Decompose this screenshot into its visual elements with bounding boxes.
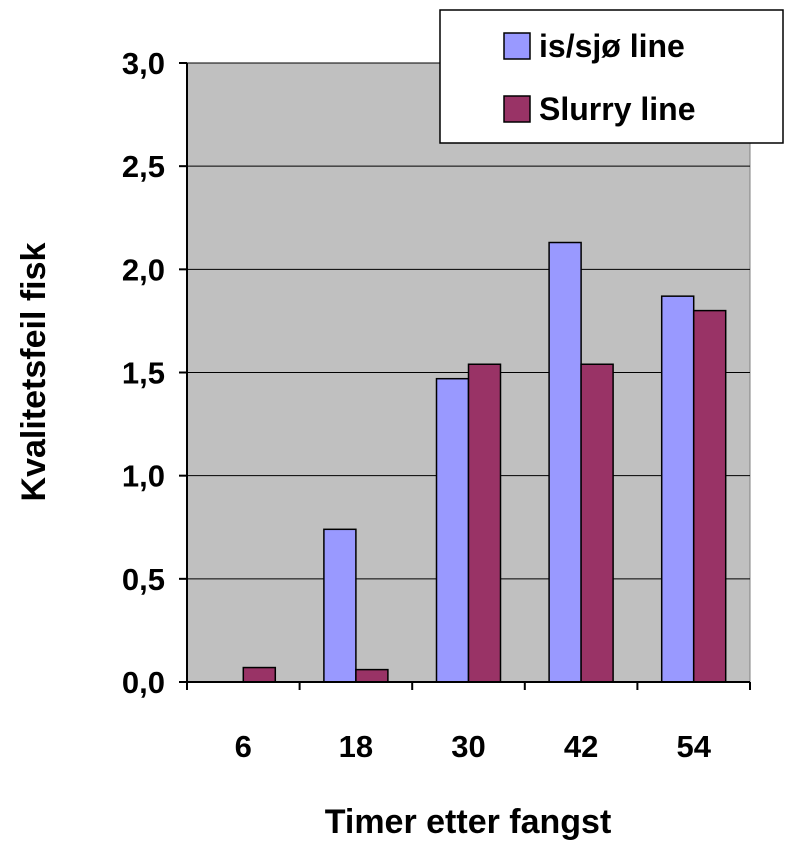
x-tick-label: 18 (339, 729, 373, 764)
x-tick-label: 6 (235, 729, 252, 764)
y-tick-label: 3,0 (122, 46, 165, 81)
bars (242, 241, 727, 683)
bar-slurry-18 (355, 668, 389, 683)
x-tick-labels: 6 18 30 42 54 (186, 682, 751, 764)
y-tick-label: 2,5 (122, 149, 165, 184)
x-tick-label: 42 (564, 729, 598, 764)
y-tick-label: 0,5 (122, 562, 165, 597)
bar-slurry-30 (467, 363, 502, 683)
legend-swatch-is-sjo (503, 32, 531, 60)
y-tick-label: 1,0 (122, 459, 165, 494)
legend-swatch-slurry (503, 95, 531, 123)
y-tick-label: 2,0 (122, 252, 165, 287)
x-tick-label: 54 (676, 729, 711, 764)
y-tick-label: 0,0 (122, 665, 165, 700)
bar-is-sjo-18 (323, 528, 357, 683)
bar-slurry-42 (580, 363, 614, 683)
legend-box (439, 9, 784, 144)
legend: is/sjø line Slurry line (439, 9, 784, 144)
y-axis-title: Kvalitetsfeil fisk (15, 242, 53, 501)
legend-label-is-sjo: is/sjø line (539, 28, 685, 64)
bar-slurry-54 (692, 309, 727, 683)
bar-is-sjo-54 (660, 295, 695, 683)
x-tick-label: 30 (451, 729, 485, 764)
bar-slurry-6 (242, 666, 277, 683)
y-tick-label: 1,5 (122, 356, 165, 391)
bar-is-sjo-30 (435, 377, 470, 683)
y-tick-labels: 0,0 0,5 1,0 1,5 2,0 2,5 3,0 (122, 46, 187, 700)
x-axis-title: Timer etter fangst (325, 803, 612, 841)
bar-is-sjo-42 (548, 241, 582, 683)
legend-label-slurry: Slurry line (539, 91, 696, 127)
